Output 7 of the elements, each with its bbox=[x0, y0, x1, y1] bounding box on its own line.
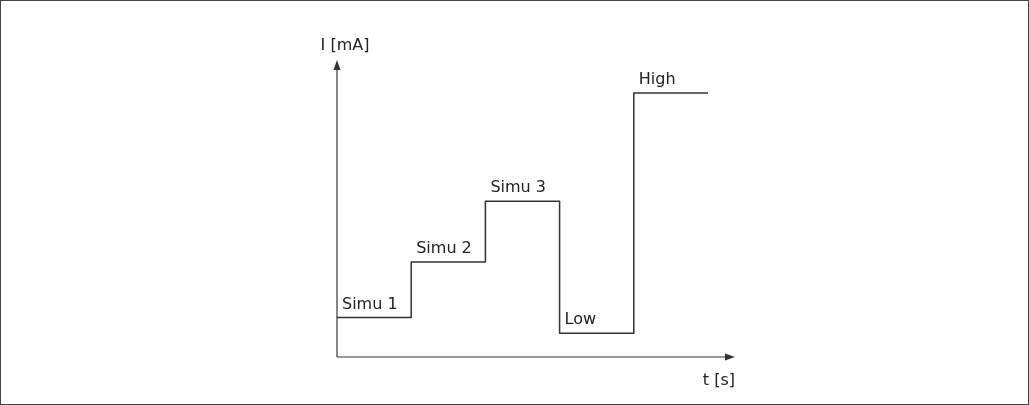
y-axis-title: I [mA] bbox=[320, 35, 370, 55]
annotation: Simu 3 bbox=[490, 177, 546, 197]
x-axis-title: t [s] bbox=[702, 370, 735, 390]
annotation: Low bbox=[564, 309, 597, 329]
annotation: Simu 2 bbox=[416, 238, 472, 258]
text: High bbox=[638, 69, 676, 89]
annotation: Simu 1 bbox=[342, 293, 398, 313]
